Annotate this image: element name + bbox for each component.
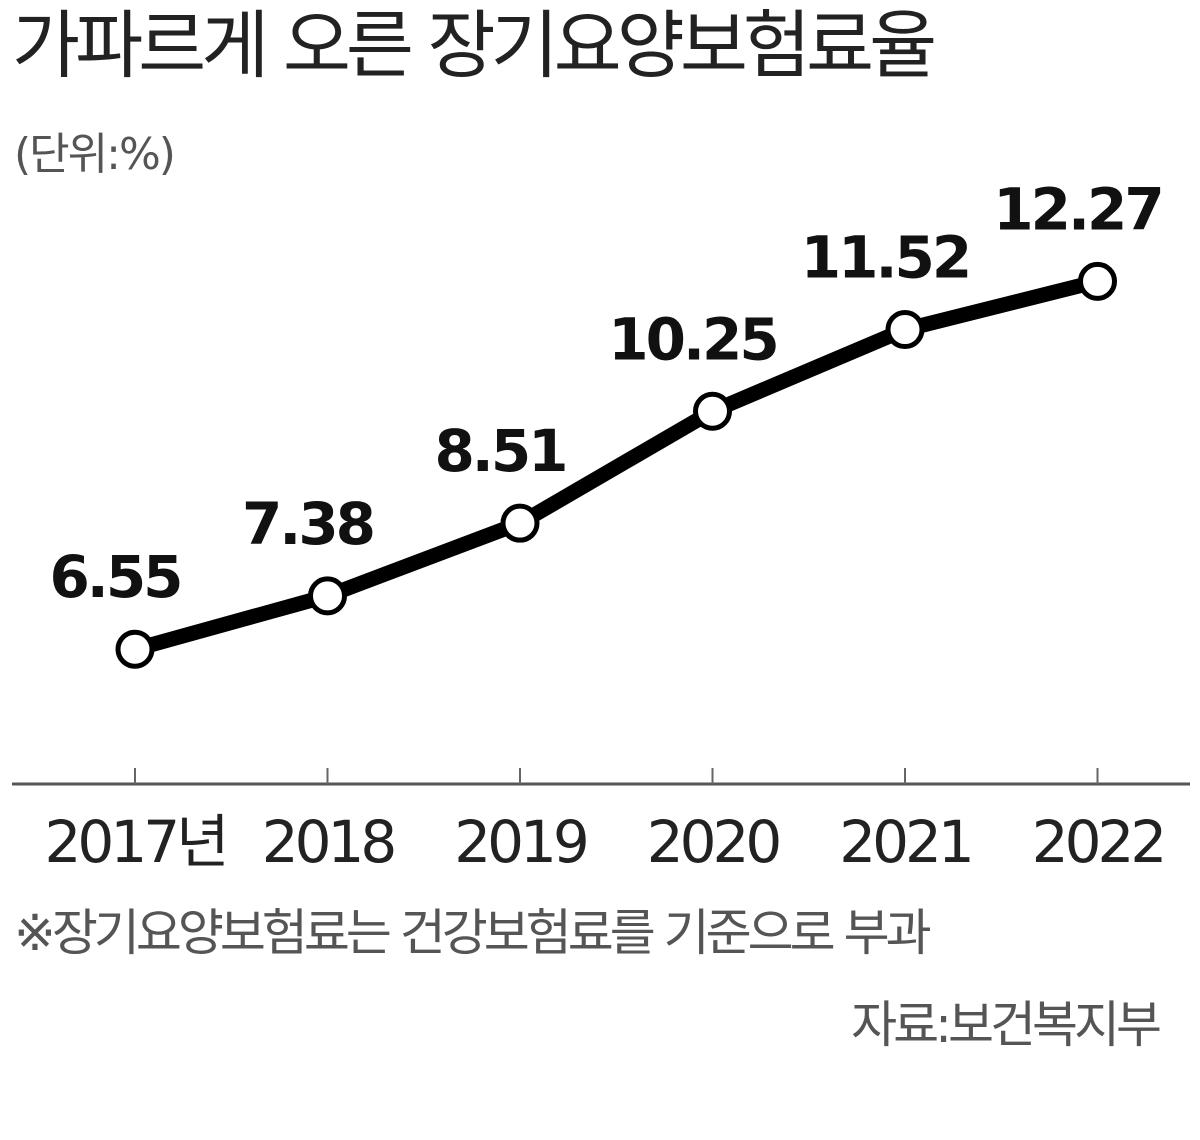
data-point-marker [308,576,347,616]
unit-label: (단위:%) [14,129,176,180]
data-value-label: 12.27 [993,175,1161,243]
line-chart: 6.55 7.38 8.51 10.25 11.52 12.27 2017년 2018 201… [12,175,1190,876]
x-tick-label: 2018 [262,808,394,876]
data-value-label: 10.25 [608,305,776,373]
data-value-label: 8.51 [434,417,565,485]
series-line [127,273,1105,657]
data-point-marker [500,503,540,543]
x-tick-label: 2022 [1032,808,1164,876]
data-point-marker [693,391,732,431]
data-value-label: 6.55 [49,543,180,611]
data-value-label: 11.52 [801,224,969,292]
x-tick-label: 2019 [454,808,586,876]
x-tick-label: 2017년 [45,808,226,876]
data-point-marker [885,310,925,350]
data-point-marker [1078,261,1117,301]
data-point-marker [115,629,155,669]
footnote: ※장기요양보험료는 건강보험료를 기준으로 부과 [14,904,932,962]
x-tick-label: 2020 [647,808,780,876]
chart-title: 가파르게 오른 장기요양보험료율 [12,3,937,89]
source-credit: 자료:보건복지부 [851,996,1162,1054]
data-value-label: 7.38 [242,490,373,558]
x-tick-label: 2021 [839,808,971,876]
